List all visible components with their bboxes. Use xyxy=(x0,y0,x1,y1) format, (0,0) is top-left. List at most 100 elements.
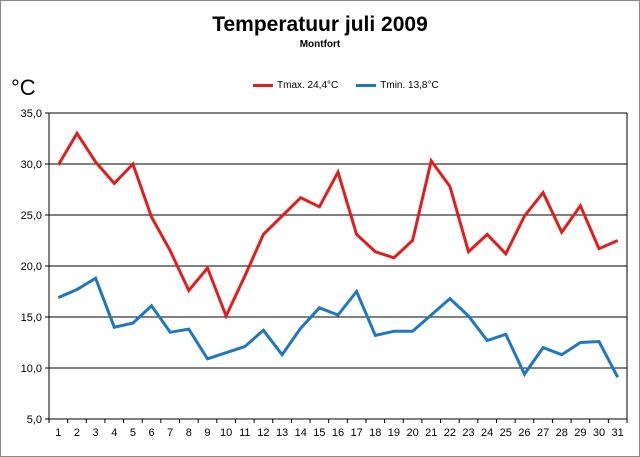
data-point-tmax-26 xyxy=(523,215,526,218)
x-tick-label-11: 11 xyxy=(239,427,250,439)
data-point-tmax-4 xyxy=(113,182,116,185)
data-point-tmax-19 xyxy=(392,256,395,259)
x-tick-label-13: 13 xyxy=(276,427,288,439)
legend-item-tmax: Tmax. 24,4°C xyxy=(253,80,338,91)
data-point-tmax-29 xyxy=(579,204,582,207)
x-tick-label-12: 12 xyxy=(257,427,269,439)
data-point-tmin-23 xyxy=(467,314,470,317)
data-point-tmin-19 xyxy=(392,330,395,333)
y-tick-label-5: 30,0 xyxy=(21,159,42,171)
data-point-tmin-28 xyxy=(560,353,563,356)
data-point-tmin-3 xyxy=(94,277,97,280)
data-point-tmin-31 xyxy=(616,376,619,379)
x-tick-label-29: 29 xyxy=(574,427,586,439)
data-point-tmin-16 xyxy=(337,313,340,316)
data-point-tmin-17 xyxy=(355,290,358,293)
data-point-tmax-20 xyxy=(411,239,414,242)
data-point-tmin-15 xyxy=(318,306,321,309)
x-tick-label-25: 25 xyxy=(500,427,512,439)
data-point-tmin-4 xyxy=(113,326,116,329)
x-tick-label-28: 28 xyxy=(556,427,568,439)
data-point-tmax-13 xyxy=(281,215,284,218)
data-point-tmin-9 xyxy=(206,357,209,360)
legend-label-tmin: Tmin. 13,8°C xyxy=(380,80,439,91)
x-tick-label-16: 16 xyxy=(332,427,344,439)
x-tick-label-24: 24 xyxy=(481,427,493,439)
y-axis-unit-label: °C xyxy=(11,75,36,100)
x-tick-label-23: 23 xyxy=(462,427,474,439)
y-tick-label-3: 20,0 xyxy=(21,261,42,273)
chart-legend: Tmax. 24,4°C Tmin. 13,8°C xyxy=(253,80,457,91)
x-tick-label-2: 2 xyxy=(74,427,80,439)
data-point-tmax-28 xyxy=(560,231,563,234)
legend-swatch-tmax xyxy=(253,84,273,87)
y-tick-label-6: 35,0 xyxy=(21,108,42,120)
data-point-tmin-10 xyxy=(225,351,228,354)
x-tick-label-27: 27 xyxy=(537,427,549,439)
x-tick-label-21: 21 xyxy=(425,427,437,439)
x-tick-label-1: 1 xyxy=(55,427,61,439)
data-point-tmin-29 xyxy=(579,341,582,344)
data-point-tmin-11 xyxy=(243,345,246,348)
data-point-tmax-14 xyxy=(299,196,302,199)
data-point-tmin-5 xyxy=(131,322,134,325)
data-point-tmin-20 xyxy=(411,330,414,333)
data-point-tmin-14 xyxy=(299,327,302,330)
y-tick-label-2: 15,0 xyxy=(21,312,42,324)
data-point-tmax-21 xyxy=(430,159,433,162)
data-point-tmax-17 xyxy=(355,233,358,236)
legend-item-tmin: Tmin. 13,8°C xyxy=(356,80,439,91)
x-tick-label-5: 5 xyxy=(130,427,136,439)
data-point-tmin-2 xyxy=(75,288,78,291)
series-line-tmax xyxy=(57,130,619,320)
data-point-tmin-1 xyxy=(57,296,60,299)
x-tick-label-26: 26 xyxy=(518,427,530,439)
x-tick-label-9: 9 xyxy=(204,427,210,439)
data-point-tmin-13 xyxy=(281,353,284,356)
data-point-tmax-24 xyxy=(486,233,489,236)
x-tick-label-8: 8 xyxy=(186,427,192,439)
data-point-tmin-6 xyxy=(150,304,153,307)
data-point-tmax-15 xyxy=(318,205,321,208)
data-point-tmax-10 xyxy=(225,314,228,317)
x-tick-label-19: 19 xyxy=(388,427,400,439)
data-point-tmax-23 xyxy=(467,250,470,253)
x-tick-label-6: 6 xyxy=(148,427,154,439)
data-point-tmax-3 xyxy=(94,160,97,163)
x-tick-label-18: 18 xyxy=(369,427,381,439)
data-point-tmin-26 xyxy=(523,373,526,376)
x-tick-label-17: 17 xyxy=(351,427,363,439)
data-point-tmin-8 xyxy=(187,328,190,331)
data-point-tmax-5 xyxy=(131,163,134,166)
data-point-tmin-24 xyxy=(486,339,489,342)
x-tick-label-3: 3 xyxy=(93,427,99,439)
data-point-tmax-6 xyxy=(150,216,153,219)
data-point-tmin-7 xyxy=(169,331,172,334)
data-point-tmax-8 xyxy=(187,289,190,292)
data-point-tmax-18 xyxy=(374,250,377,253)
x-tick-label-31: 31 xyxy=(612,427,624,439)
data-point-tmax-12 xyxy=(262,233,265,236)
data-point-tmax-31 xyxy=(616,239,619,242)
data-point-tmin-27 xyxy=(542,346,545,349)
x-tick-label-14: 14 xyxy=(295,427,307,439)
chart-title: Temperatuur juli 2009 xyxy=(212,13,428,36)
x-tick-label-20: 20 xyxy=(406,427,418,439)
x-tick-label-22: 22 xyxy=(444,427,456,439)
x-tick-label-4: 4 xyxy=(111,427,117,439)
series-line-tmin xyxy=(57,275,620,378)
data-point-tmax-22 xyxy=(448,185,451,188)
legend-label-tmax: Tmax. 24,4°C xyxy=(277,80,339,91)
data-point-tmin-30 xyxy=(598,340,601,343)
data-point-tmax-11 xyxy=(243,275,246,278)
data-point-tmin-25 xyxy=(504,333,507,336)
data-point-tmax-30 xyxy=(598,247,601,250)
legend-swatch-tmin xyxy=(356,84,377,87)
data-point-tmin-18 xyxy=(374,334,377,337)
data-point-tmin-12 xyxy=(262,329,265,332)
x-tick-label-15: 15 xyxy=(313,427,325,439)
data-point-tmin-21 xyxy=(430,313,433,316)
y-tick-label-1: 10,0 xyxy=(21,363,42,375)
